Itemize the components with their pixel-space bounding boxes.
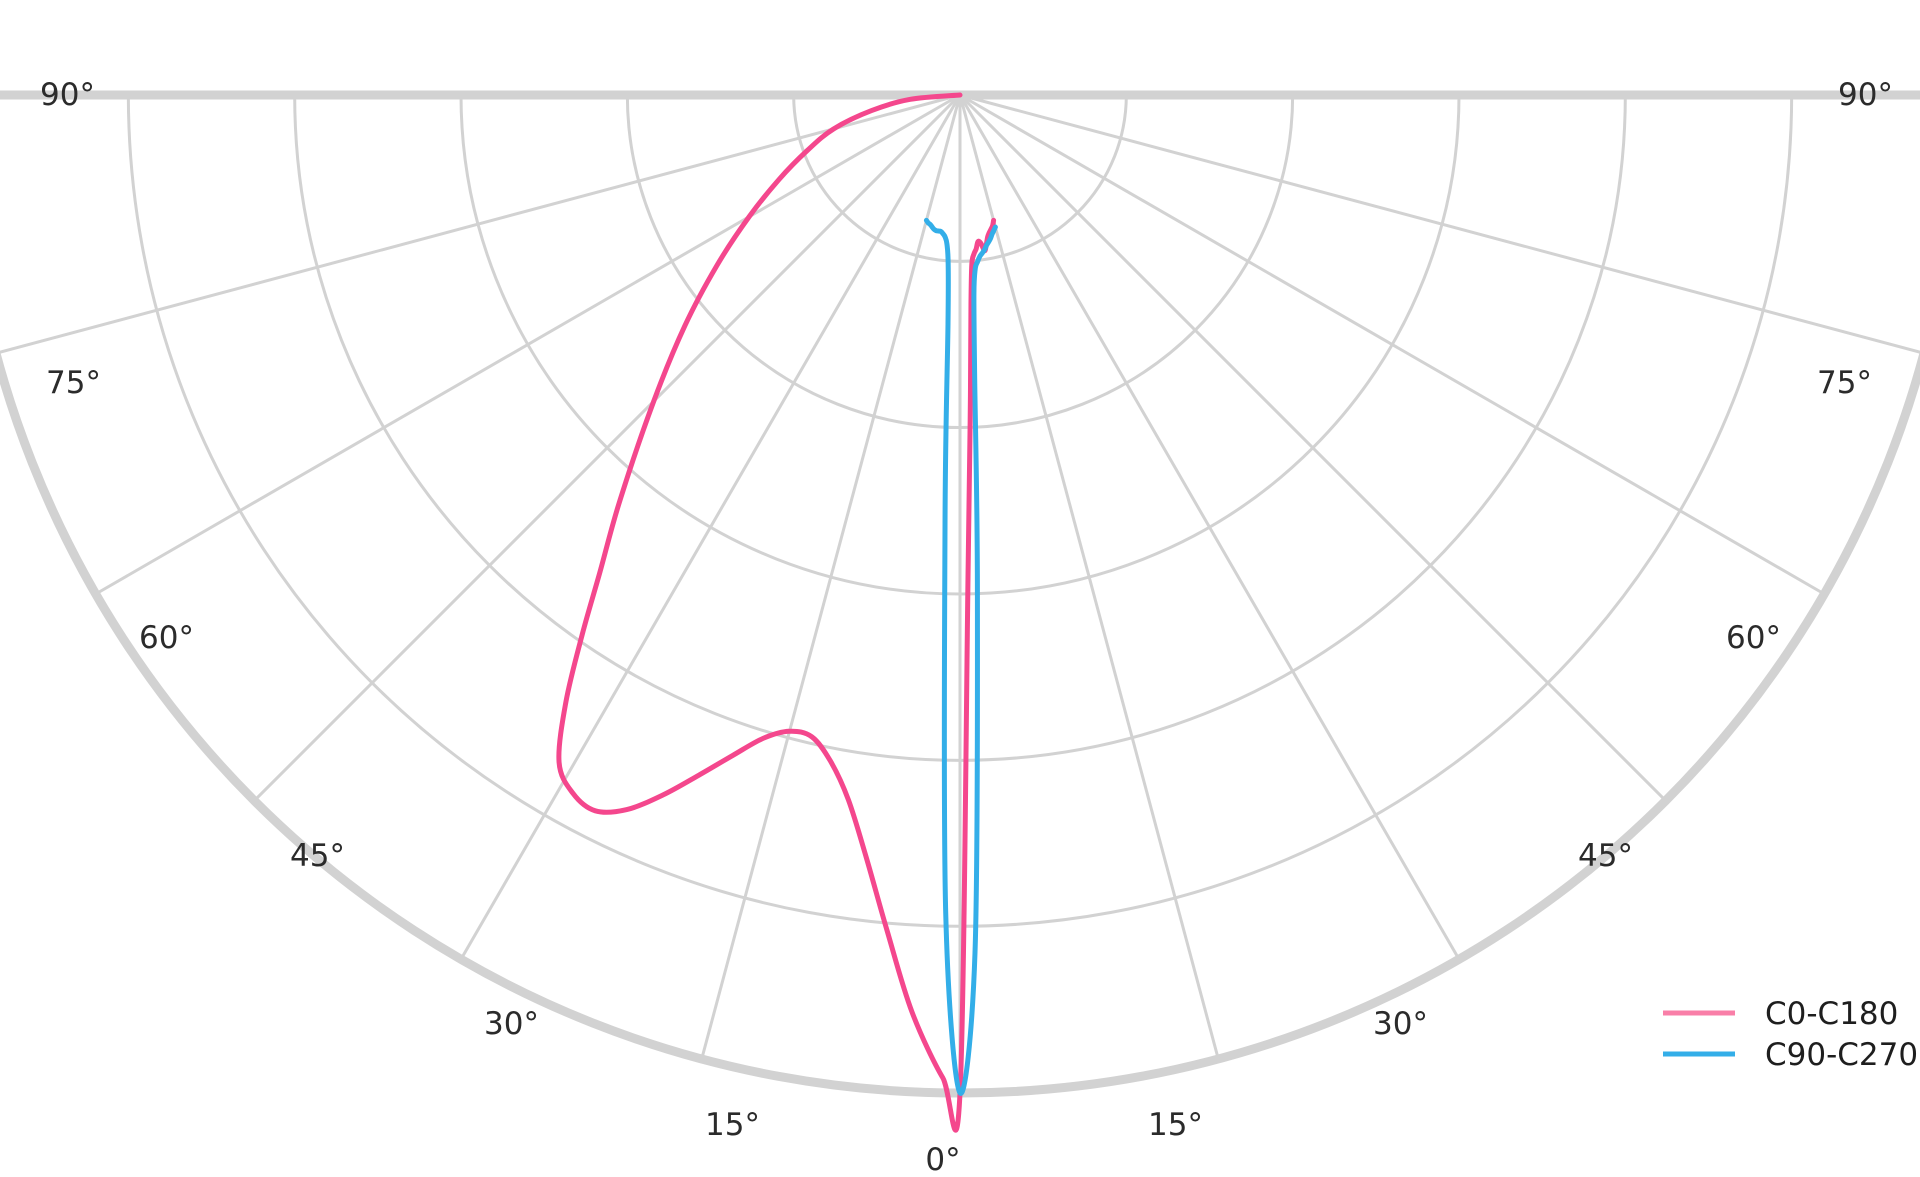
angle-tick-label-8: 30° — [1373, 1006, 1428, 1042]
angular-gridline-30deg — [958, 93, 1461, 961]
angular-gridline-75deg — [0, 93, 962, 354]
angular-gridlines — [0, 93, 1920, 1095]
angle-tick-label-11: 75° — [1817, 365, 1872, 401]
series-curve-c90-c270 — [923, 217, 998, 1096]
data-series-layer — [556, 92, 998, 1133]
angular-gridline-15deg — [958, 93, 1220, 1061]
legend-item-c0-c180[interactable]: C0-C180 — [1663, 996, 1898, 1032]
angle-tick-label-1: 75° — [46, 365, 101, 401]
angle-tick-label-4: 30° — [484, 1006, 539, 1042]
angular-gridline-75deg — [958, 93, 1920, 354]
angular-gridline-15deg — [700, 93, 962, 1061]
angle-tick-label-12: 90° — [1838, 77, 1893, 113]
angular-gridline-60deg — [94, 93, 962, 596]
angle-tick-label-2: 60° — [139, 620, 194, 656]
angle-tick-label-6: 0° — [925, 1142, 960, 1177]
angular-gridline-45deg — [958, 93, 1668, 803]
legend-label-1: C90-C270 — [1765, 1037, 1918, 1073]
legend-item-c90-c270[interactable]: C90-C270 — [1663, 1037, 1918, 1073]
angle-tick-label-3: 45° — [290, 838, 345, 874]
series-curve-c0-c180 — [556, 92, 997, 1133]
angular-gridline-45deg — [252, 93, 962, 803]
angle-tick-label-10: 60° — [1726, 620, 1781, 656]
angular-gridline-60deg — [958, 93, 1826, 596]
chart-legend: C0-C180 C90-C270 — [1663, 996, 1918, 1073]
angle-tick-label-0: 90° — [40, 77, 95, 113]
angle-tick-labels: 90° 75° 60° 45° 30° 15° 0° 15° 30° 45° 60° 75° 90° — [40, 77, 1893, 1177]
angle-tick-label-5: 15° — [705, 1107, 760, 1143]
angular-gridline-30deg — [459, 93, 962, 961]
angle-tick-label-7: 15° — [1148, 1107, 1203, 1143]
angle-tick-label-9: 45° — [1578, 838, 1633, 874]
legend-label-0: C0-C180 — [1765, 996, 1898, 1032]
